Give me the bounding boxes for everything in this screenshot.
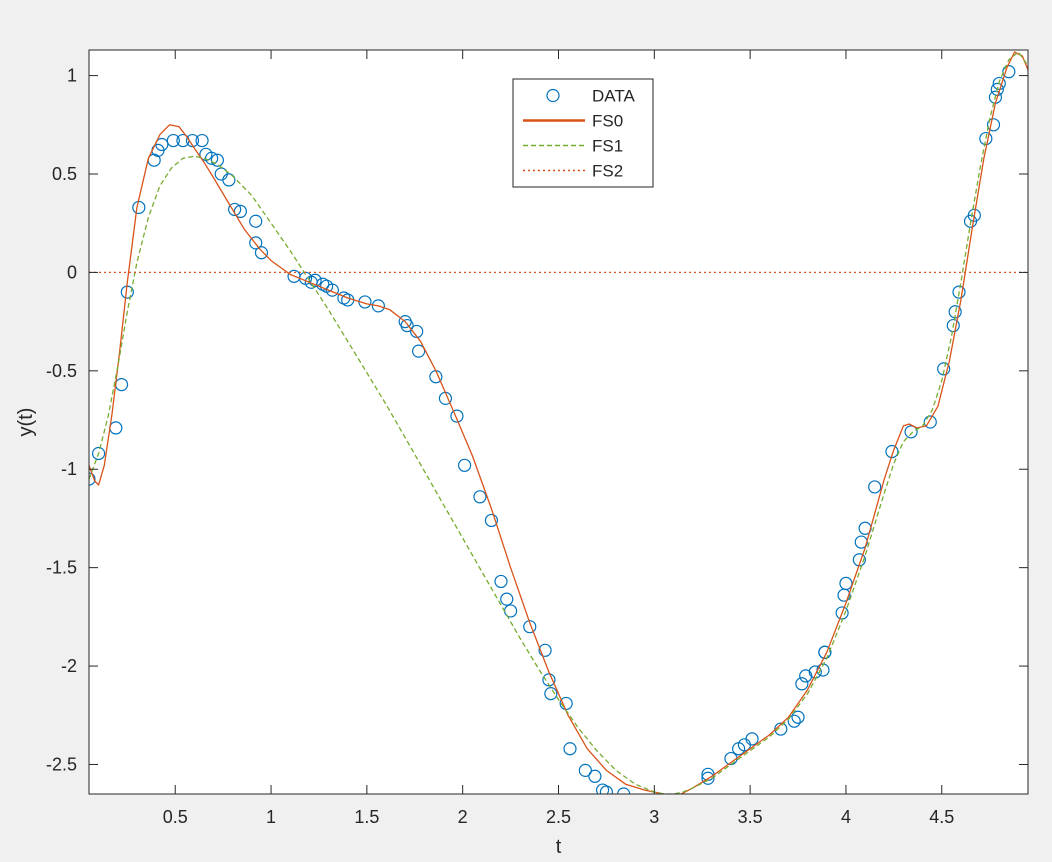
data-point	[952, 285, 966, 299]
legend-box	[512, 78, 654, 188]
series-line-fs0	[89, 51, 1028, 794]
data-point	[371, 299, 385, 313]
data-point	[839, 576, 853, 590]
data-point	[791, 710, 805, 724]
data-point	[818, 645, 832, 659]
legend-entry-fs1[interactable]: FS1	[523, 137, 623, 156]
legend-entry-fs0[interactable]: FS0	[523, 112, 623, 131]
data-point	[500, 592, 514, 606]
data-point	[450, 409, 464, 423]
axis-ticks: 0.5 1 1.5 2 2.5 3 3.5 4 4.5 1 0.5 0 -0.5 -1 -1.5 -2 -2.5	[46, 50, 1028, 827]
x-tick-label: 2.5	[546, 807, 571, 827]
data-point	[249, 236, 263, 250]
data-point	[412, 344, 426, 358]
data-point	[986, 118, 1001, 132]
data-point	[91, 446, 106, 461]
data-point	[538, 643, 552, 657]
data-point	[473, 490, 487, 504]
data-point	[595, 783, 610, 794]
data-point	[484, 513, 499, 528]
y-tick-label: -2.5	[46, 754, 77, 774]
x-tick-label: 3	[649, 807, 659, 827]
x-tick-label: 1.5	[354, 807, 379, 827]
x-axis-label: t	[556, 836, 562, 858]
data-point	[210, 153, 224, 167]
x-tick-label: 4.5	[929, 807, 954, 827]
data-point	[249, 214, 263, 228]
data-point	[228, 202, 242, 217]
data-point	[89, 472, 96, 486]
x-tick-label: 2	[458, 807, 468, 827]
legend[interactable]: DATA FS0 FS1 FS2	[512, 78, 654, 188]
data-point	[166, 133, 180, 148]
data-point	[233, 204, 247, 218]
y-tick-label: 0	[67, 262, 77, 282]
data-point	[458, 458, 472, 472]
x-tick-label: 0.5	[163, 807, 188, 827]
y-tick-label: -0.5	[46, 361, 77, 381]
y-tick-label: 1	[67, 66, 77, 86]
series-layer	[89, 51, 1028, 794]
legend-entry-fs2[interactable]: FS2	[523, 162, 623, 181]
data-point	[205, 151, 219, 165]
data-point	[599, 785, 614, 794]
legend-label: DATA	[592, 87, 635, 106]
data-point	[808, 665, 822, 679]
x-tick-label: 3.5	[738, 807, 763, 827]
y-tick-label: -2	[61, 656, 77, 676]
data-point	[222, 173, 236, 187]
data-point	[701, 771, 715, 785]
data-point	[795, 677, 809, 691]
series-line-fs1	[89, 51, 1028, 794]
legend-entry-data[interactable]: DATA	[546, 87, 635, 106]
data-point	[410, 324, 424, 339]
data-point	[1002, 65, 1016, 79]
data-point	[563, 742, 577, 756]
x-tick-label: 4	[841, 807, 851, 827]
y-tick-label: -1.5	[46, 558, 77, 578]
legend-label: FS2	[592, 162, 623, 181]
data-point	[979, 131, 993, 146]
data-point	[494, 574, 508, 589]
data-point	[588, 769, 602, 783]
data-point	[254, 246, 269, 260]
data-point	[578, 763, 592, 777]
y-tick-label: -1	[61, 459, 77, 479]
data-point	[868, 480, 882, 494]
legend-marker	[546, 88, 560, 103]
data-point	[787, 714, 801, 728]
data-point	[195, 133, 209, 148]
y-tick-label: 0.5	[52, 164, 77, 184]
data-point	[400, 318, 414, 333]
x-tick-label: 1	[266, 807, 276, 827]
y-axis-label: y(t)	[15, 408, 37, 437]
data-point	[904, 425, 918, 439]
data-point	[745, 732, 759, 746]
data-point	[544, 687, 558, 701]
data-point	[967, 208, 981, 222]
legend-label: FS1	[592, 137, 623, 156]
data-point	[325, 283, 339, 297]
legend-label: FS0	[592, 112, 623, 131]
data-point	[946, 318, 960, 333]
data-point	[617, 787, 631, 794]
data-point	[799, 669, 813, 683]
